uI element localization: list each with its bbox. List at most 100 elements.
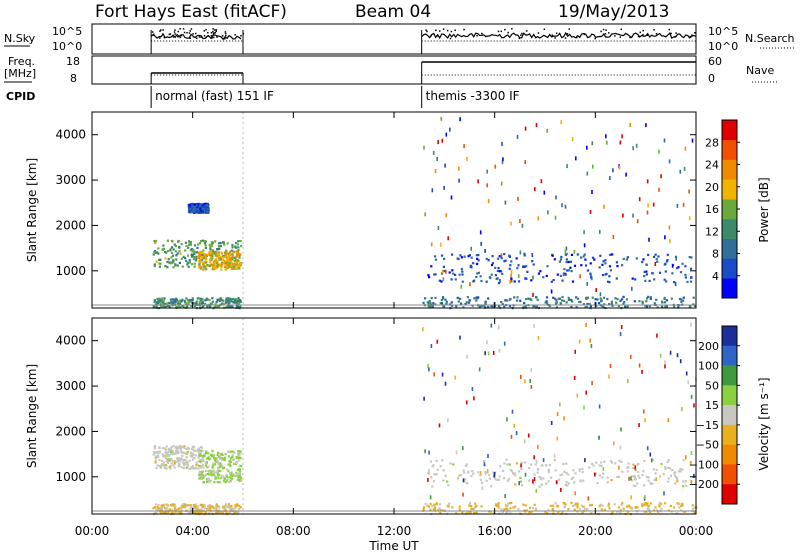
range-cell <box>438 279 441 282</box>
range-cell <box>533 455 535 460</box>
range-cell <box>470 246 472 251</box>
colorbar-segment <box>722 365 737 386</box>
time-x-ticks: 00:00 04:00 08:00 12:00 16:00 20:00 00:00 <box>75 112 713 538</box>
nsky-point <box>694 32 696 34</box>
range-cell <box>462 492 464 497</box>
range-cell <box>158 297 161 300</box>
range-cell <box>236 250 239 253</box>
range-cell <box>218 481 221 484</box>
range-cell <box>196 209 199 212</box>
range-cell <box>160 508 163 511</box>
range-cell <box>154 239 157 243</box>
range-cell <box>158 446 161 449</box>
range-cell <box>199 458 202 461</box>
range-cell <box>458 474 461 477</box>
range-cell <box>164 507 167 510</box>
range-cell <box>461 511 464 514</box>
range-cell <box>673 471 676 475</box>
range-cell <box>194 511 197 514</box>
range-cell <box>497 504 500 507</box>
range-cell <box>239 240 242 243</box>
range-cell <box>609 364 612 368</box>
range-cell <box>432 480 436 483</box>
nsky-point <box>564 37 567 39</box>
nsky-point <box>174 29 176 31</box>
range-cell <box>195 255 198 258</box>
range-cell <box>522 265 525 269</box>
range-cell <box>575 156 577 161</box>
range-cell <box>170 251 174 254</box>
range-cell <box>236 267 239 270</box>
range-cell <box>583 253 586 256</box>
colorbar-frame <box>721 325 738 505</box>
range-cell <box>222 457 225 460</box>
range-cell <box>218 510 221 513</box>
range-cell <box>533 473 536 476</box>
range-cell <box>641 300 644 303</box>
range-cell <box>486 183 488 188</box>
range-cell <box>545 512 549 515</box>
range-cell <box>601 274 605 277</box>
range-cell <box>616 298 619 301</box>
range-cell <box>203 252 206 256</box>
colorbar-segment <box>722 199 737 220</box>
range-cell <box>485 479 488 482</box>
range-cell <box>631 286 633 291</box>
range-cell <box>199 203 202 206</box>
range-cell <box>175 452 178 455</box>
colorbar-tick-label: −15 <box>696 419 719 432</box>
range-cell <box>635 143 638 148</box>
range-cell <box>594 472 597 475</box>
range-cell <box>508 267 511 270</box>
range-cell <box>214 250 217 253</box>
nsky-point <box>691 34 693 36</box>
range-cell <box>200 210 203 213</box>
range-cell <box>428 276 431 279</box>
range-cell <box>197 447 200 450</box>
nsky-point <box>484 35 487 38</box>
range-cell <box>193 467 196 470</box>
range-cell <box>576 393 579 398</box>
range-cell <box>496 257 500 260</box>
range-cell <box>626 256 629 259</box>
range-cell <box>154 460 157 463</box>
range-cell <box>177 305 180 308</box>
range-cell <box>153 447 156 450</box>
nsky-point <box>213 32 215 34</box>
range-cell <box>528 467 531 470</box>
range-cell <box>485 257 488 260</box>
range-cell <box>648 305 652 308</box>
range-cell <box>438 507 441 510</box>
range-cell <box>660 462 663 466</box>
radar-title: Fort Hays East (fitACF) <box>95 2 287 22</box>
range-cell <box>532 292 534 297</box>
velocity-data <box>92 318 698 516</box>
range-cell <box>680 300 683 303</box>
range-cell <box>201 257 204 260</box>
nsky-point <box>555 32 558 35</box>
range-cell <box>689 305 692 308</box>
nsky-point <box>607 32 610 34</box>
range-cell <box>190 263 194 266</box>
range-cell <box>533 324 535 329</box>
range-cell <box>490 263 494 267</box>
range-cell <box>494 266 497 269</box>
range-cell <box>666 259 669 262</box>
range-cell <box>206 508 209 511</box>
range-cell <box>488 276 491 279</box>
range-cell <box>535 296 538 299</box>
range-cell <box>679 470 682 473</box>
range-cell <box>206 466 209 469</box>
nsky-point <box>476 34 478 37</box>
range-cell <box>474 502 477 505</box>
range-cell <box>200 465 203 468</box>
power-colorbar-label: Power [dB] <box>757 177 771 242</box>
range-cell <box>606 481 609 484</box>
nsky-point <box>511 28 513 30</box>
range-cell <box>490 273 493 276</box>
range-cell <box>216 248 219 251</box>
range-cell <box>178 464 181 467</box>
colorbar-tick-label: 24 <box>705 159 719 172</box>
range-cell <box>445 302 448 306</box>
range-cell <box>169 298 172 301</box>
